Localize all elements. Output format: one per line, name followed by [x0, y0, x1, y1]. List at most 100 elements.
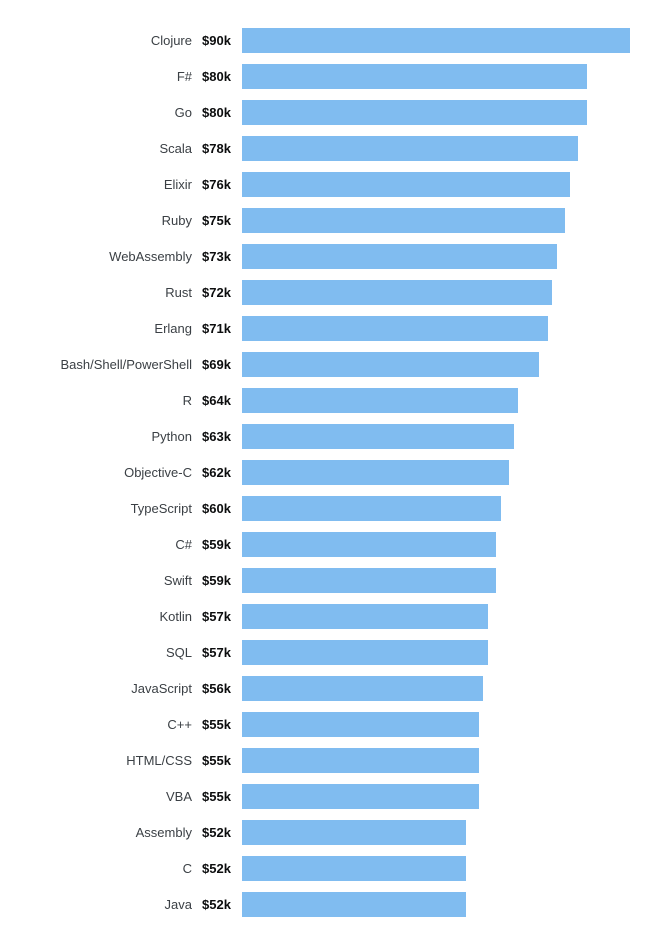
salary-value: $63k: [202, 429, 242, 444]
chart-row: Kotlin$57k: [0, 598, 637, 634]
salary-value: $78k: [202, 141, 242, 156]
chart-row: Assembly$52k: [0, 814, 637, 850]
bar: [242, 820, 466, 845]
salary-value: $73k: [202, 249, 242, 264]
language-label: Rust: [0, 285, 202, 300]
bar: [242, 388, 518, 413]
bar: [242, 424, 514, 449]
bar-track: [242, 346, 637, 382]
chart-row: Scala$78k: [0, 130, 637, 166]
chart-row: Bash/Shell/PowerShell$69k: [0, 346, 637, 382]
bar: [242, 496, 501, 521]
language-label: C#: [0, 537, 202, 552]
chart-row: Clojure$90k: [0, 22, 637, 58]
language-label: Erlang: [0, 321, 202, 336]
bar-track: [242, 418, 637, 454]
chart-row: HTML/CSS$55k: [0, 742, 637, 778]
chart-row: VBA$55k: [0, 778, 637, 814]
salary-value: $62k: [202, 465, 242, 480]
language-label: HTML/CSS: [0, 753, 202, 768]
bar: [242, 892, 466, 917]
language-label: TypeScript: [0, 501, 202, 516]
bar-track: [242, 742, 637, 778]
bar: [242, 244, 557, 269]
language-label: JavaScript: [0, 681, 202, 696]
bar: [242, 532, 496, 557]
bar-track: [242, 562, 637, 598]
bar-track: [242, 526, 637, 562]
chart-row: Erlang$71k: [0, 310, 637, 346]
bar: [242, 280, 552, 305]
bar-track: [242, 166, 637, 202]
bar-track: [242, 94, 637, 130]
chart-row: Python$63k: [0, 418, 637, 454]
language-label: SQL: [0, 645, 202, 660]
salary-value: $59k: [202, 537, 242, 552]
bar: [242, 568, 496, 593]
bar-track: [242, 58, 637, 94]
salary-value: $59k: [202, 573, 242, 588]
chart-row: WebAssembly$73k: [0, 238, 637, 274]
salary-value: $55k: [202, 753, 242, 768]
language-label: Kotlin: [0, 609, 202, 624]
chart-row: Java$52k: [0, 886, 637, 922]
chart-row: F#$80k: [0, 58, 637, 94]
bar: [242, 640, 488, 665]
salary-value: $69k: [202, 357, 242, 372]
language-label: Clojure: [0, 33, 202, 48]
bar: [242, 208, 565, 233]
bar-track: [242, 778, 637, 814]
bar-track: [242, 670, 637, 706]
bar: [242, 172, 570, 197]
salary-value: $71k: [202, 321, 242, 336]
language-label: C: [0, 861, 202, 876]
language-label: WebAssembly: [0, 249, 202, 264]
bar: [242, 748, 479, 773]
chart-row: R$64k: [0, 382, 637, 418]
bar-track: [242, 274, 637, 310]
bar-track: [242, 382, 637, 418]
language-label: R: [0, 393, 202, 408]
language-label: Objective-C: [0, 465, 202, 480]
language-label: Java: [0, 897, 202, 912]
bar-track: [242, 814, 637, 850]
salary-value: $90k: [202, 33, 242, 48]
language-label: Go: [0, 105, 202, 120]
salary-value: $76k: [202, 177, 242, 192]
chart-row: JavaScript$56k: [0, 670, 637, 706]
language-label: Elixir: [0, 177, 202, 192]
language-label: Ruby: [0, 213, 202, 228]
chart-row: C++$55k: [0, 706, 637, 742]
chart-row: Rust$72k: [0, 274, 637, 310]
bar-track: [242, 130, 637, 166]
bar-track: [242, 22, 637, 58]
bar: [242, 100, 587, 125]
language-label: VBA: [0, 789, 202, 804]
bar: [242, 712, 479, 737]
chart-row: Objective-C$62k: [0, 454, 637, 490]
salary-value: $55k: [202, 717, 242, 732]
salary-value: $60k: [202, 501, 242, 516]
salary-value: $52k: [202, 897, 242, 912]
bar-track: [242, 202, 637, 238]
bar: [242, 604, 488, 629]
chart-row: SQL$57k: [0, 634, 637, 670]
salary-value: $64k: [202, 393, 242, 408]
salary-value: $52k: [202, 825, 242, 840]
bar: [242, 352, 539, 377]
salary-value: $57k: [202, 645, 242, 660]
bar-track: [242, 454, 637, 490]
bar: [242, 316, 548, 341]
salary-value: $55k: [202, 789, 242, 804]
language-label: Scala: [0, 141, 202, 156]
chart-row: TypeScript$60k: [0, 490, 637, 526]
bar-track: [242, 706, 637, 742]
bar-track: [242, 850, 637, 886]
bar: [242, 28, 630, 53]
chart-row: Go$80k: [0, 94, 637, 130]
bar-track: [242, 310, 637, 346]
bar: [242, 784, 479, 809]
chart-row: C#$59k: [0, 526, 637, 562]
chart-row: C$52k: [0, 850, 637, 886]
bar: [242, 460, 509, 485]
